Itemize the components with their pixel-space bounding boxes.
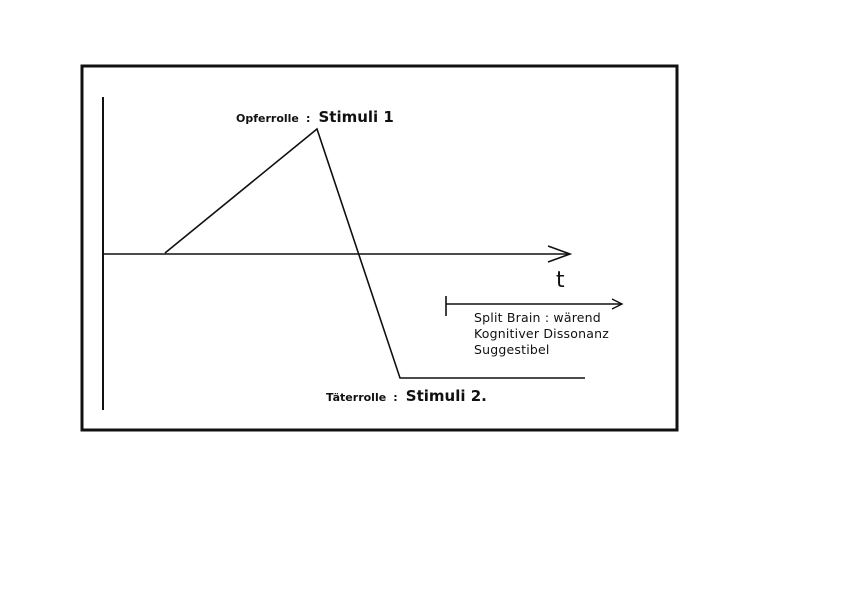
note-line-1: Split Brain : wärend <box>474 310 601 325</box>
time-axis-arrowhead <box>547 245 573 263</box>
note-line-2: Kognitiver Dissonanz <box>474 326 609 341</box>
time-axis-label: t <box>556 268 565 293</box>
trough-label: Täterrolle : Stimuli 2. <box>326 386 487 405</box>
note-arrow-head <box>611 298 624 310</box>
peak-label: Opferrolle : Stimuli 1 <box>236 107 394 126</box>
note-line-3: Suggestibel <box>474 342 550 357</box>
frame-border <box>80 64 679 432</box>
stimulus-curve <box>164 127 585 379</box>
